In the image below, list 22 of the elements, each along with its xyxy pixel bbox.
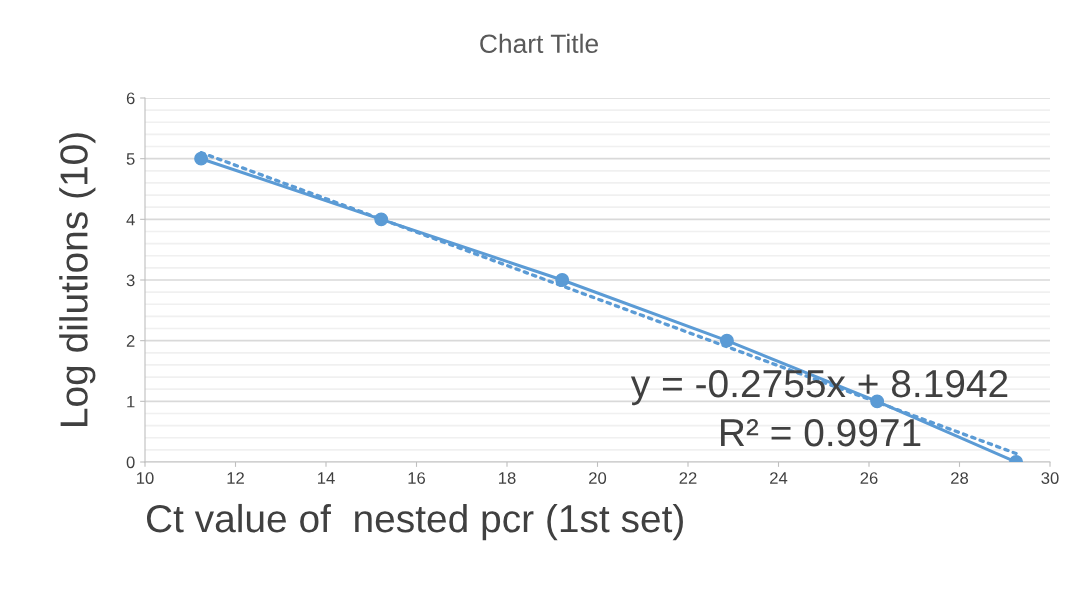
chart-title: Chart Title [480, 33, 598, 54]
y-tick-label: 0 [126, 456, 135, 469]
x-tick-label: 28 [951, 472, 969, 484]
x-tick-label: 30 [1041, 472, 1059, 484]
y-tick-label: 5 [126, 153, 135, 165]
x-tick-label: 12 [227, 472, 244, 484]
x-tick-label: 22 [679, 472, 697, 484]
y-tick-label: 3 [126, 274, 135, 287]
y-axis-title: Log dilutions (10) [59, 133, 96, 426]
x-tick-label: 10 [137, 472, 154, 484]
annotation: R² = 0.9971 [721, 418, 921, 447]
x-tick-label: 20 [589, 472, 607, 484]
y-tick-label: 6 [126, 92, 135, 105]
x-axis-title: Ct value of nested pcr (1st set) [146, 503, 683, 541]
x-tick-label: 16 [408, 472, 426, 484]
y-tick-label: 4 [126, 213, 135, 226]
x-tick-label: 26 [860, 472, 878, 484]
x-tick-label: 18 [499, 472, 516, 484]
x-tick-label: 14 [318, 472, 335, 484]
y-tick-label: 2 [126, 335, 135, 347]
y-tick-label: 1 [127, 395, 135, 408]
x-tick-label: 24 [770, 472, 788, 484]
